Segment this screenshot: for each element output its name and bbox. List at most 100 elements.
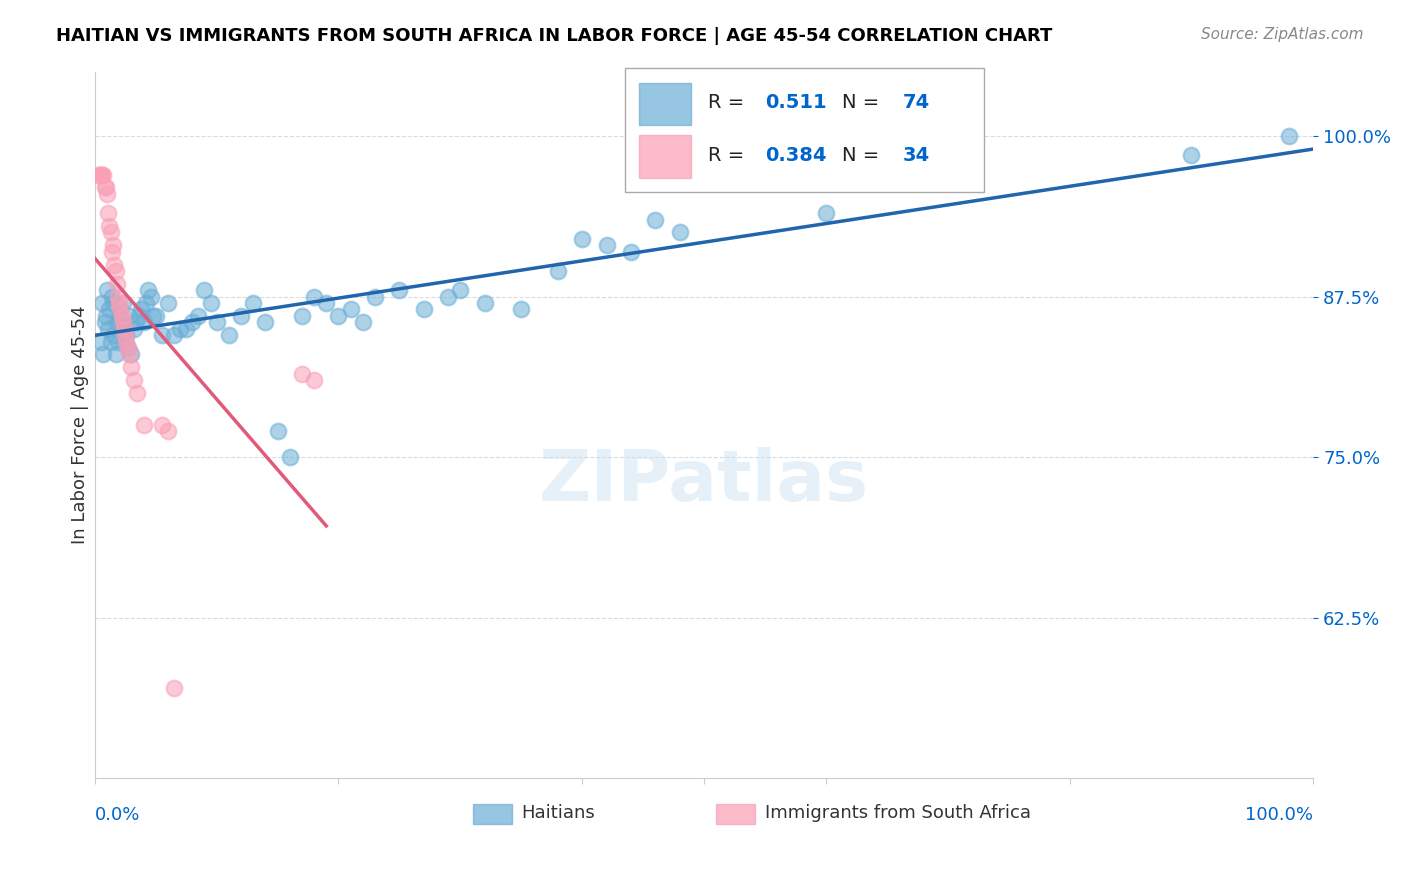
- Point: [108, 296, 131, 310]
- Point: [105, 277, 128, 291]
- Point: [101, 238, 124, 252]
- Point: [98, 302, 121, 317]
- Point: [115, 334, 138, 349]
- Bar: [640, 83, 690, 125]
- Point: [103, 258, 125, 272]
- Point: [620, 244, 643, 259]
- Text: R =: R =: [707, 93, 751, 112]
- Point: [291, 367, 314, 381]
- Text: 0.384: 0.384: [765, 145, 827, 165]
- Point: [98, 219, 121, 233]
- Point: [110, 302, 132, 317]
- Point: [315, 296, 337, 310]
- Point: [388, 283, 411, 297]
- Point: [104, 264, 127, 278]
- Point: [101, 244, 124, 259]
- Point: [128, 309, 150, 323]
- Point: [278, 450, 301, 464]
- Point: [107, 334, 129, 349]
- Point: [352, 315, 374, 329]
- Point: [108, 309, 131, 323]
- Point: [103, 328, 125, 343]
- Point: [181, 315, 204, 329]
- Text: Haitians: Haitians: [522, 805, 595, 822]
- Text: 100.0%: 100.0%: [1246, 806, 1313, 824]
- Point: [91, 168, 114, 182]
- Point: [90, 334, 112, 349]
- Text: 74: 74: [903, 93, 929, 112]
- Point: [105, 315, 128, 329]
- Bar: [716, 804, 755, 824]
- Point: [302, 290, 325, 304]
- Text: 34: 34: [903, 145, 929, 165]
- Point: [595, 238, 617, 252]
- Point: [163, 681, 186, 695]
- Point: [156, 296, 179, 310]
- Point: [291, 309, 314, 323]
- Point: [122, 373, 145, 387]
- Point: [93, 180, 115, 194]
- Text: ZIPatlas: ZIPatlas: [538, 447, 869, 516]
- Point: [101, 296, 124, 310]
- Text: N =: N =: [842, 145, 886, 165]
- Point: [1180, 148, 1202, 162]
- Point: [100, 334, 122, 349]
- Point: [1278, 129, 1301, 144]
- Point: [90, 168, 112, 182]
- Point: [114, 328, 136, 343]
- Point: [254, 315, 277, 329]
- Point: [150, 328, 173, 343]
- Point: [100, 226, 122, 240]
- Point: [138, 283, 160, 297]
- Point: [132, 315, 155, 329]
- Point: [229, 309, 252, 323]
- Point: [187, 309, 209, 323]
- Point: [114, 334, 136, 349]
- Point: [449, 283, 471, 297]
- Y-axis label: In Labor Force | Age 45-54: In Labor Force | Age 45-54: [72, 306, 89, 544]
- Point: [169, 321, 191, 335]
- Point: [156, 425, 179, 439]
- Point: [97, 206, 120, 220]
- Point: [328, 309, 350, 323]
- Point: [112, 321, 135, 335]
- Point: [111, 315, 134, 329]
- Point: [107, 290, 129, 304]
- Point: [125, 315, 148, 329]
- Point: [437, 290, 460, 304]
- Point: [242, 296, 264, 310]
- Text: N =: N =: [842, 93, 886, 112]
- Point: [339, 302, 361, 317]
- Point: [644, 212, 666, 227]
- Point: [135, 296, 157, 310]
- Point: [94, 180, 117, 194]
- Point: [814, 206, 837, 220]
- Point: [117, 341, 139, 355]
- Point: [91, 347, 114, 361]
- Point: [547, 264, 569, 278]
- Point: [110, 309, 132, 323]
- Point: [132, 417, 155, 432]
- Point: [129, 302, 152, 317]
- Point: [91, 168, 114, 182]
- Point: [94, 309, 117, 323]
- Point: [120, 347, 142, 361]
- Point: [89, 168, 111, 182]
- Point: [163, 328, 186, 343]
- Point: [96, 186, 118, 201]
- Point: [150, 417, 173, 432]
- Point: [110, 302, 132, 317]
- Point: [474, 296, 496, 310]
- Point: [110, 315, 132, 329]
- Point: [218, 328, 240, 343]
- Point: [104, 347, 127, 361]
- Text: 0.0%: 0.0%: [94, 806, 141, 824]
- Text: HAITIAN VS IMMIGRANTS FROM SOUTH AFRICA IN LABOR FORCE | AGE 45-54 CORRELATION C: HAITIAN VS IMMIGRANTS FROM SOUTH AFRICA …: [56, 27, 1053, 45]
- Bar: [640, 136, 690, 178]
- Point: [127, 385, 149, 400]
- Point: [205, 315, 228, 329]
- Point: [668, 226, 690, 240]
- Point: [174, 321, 197, 335]
- Point: [145, 309, 167, 323]
- Point: [139, 290, 162, 304]
